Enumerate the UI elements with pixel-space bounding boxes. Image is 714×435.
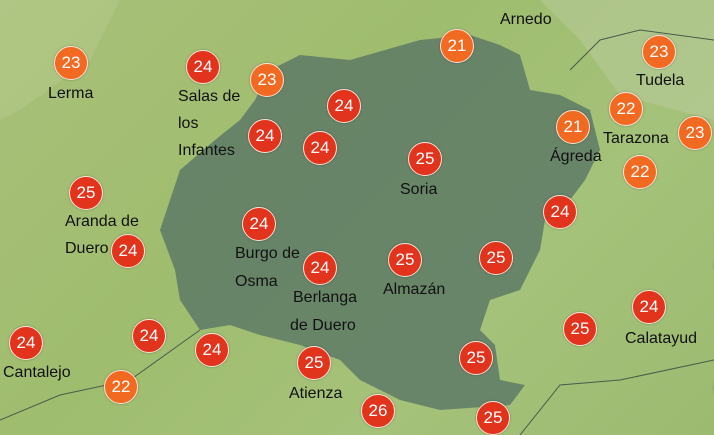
temperature-marker[interactable]: 23 — [54, 46, 88, 80]
temperature-marker[interactable]: 25 — [476, 401, 510, 435]
temperature-marker[interactable]: 25 — [297, 346, 331, 380]
temperature-marker[interactable]: 22 — [623, 155, 657, 189]
temperature-marker[interactable]: 25 — [69, 176, 103, 210]
place-label: Calatayud — [625, 330, 698, 347]
place-label: los — [178, 115, 199, 132]
temperature-marker[interactable]: 24 — [303, 131, 337, 165]
place-label: Ágreda — [550, 148, 602, 165]
temperature-marker[interactable]: 25 — [479, 241, 513, 275]
place-label: Osma — [235, 273, 278, 290]
temperature-marker[interactable]: 23 — [250, 63, 284, 97]
temperature-marker[interactable]: 24 — [132, 319, 166, 353]
place-label: Salas de — [178, 88, 241, 105]
temperature-marker[interactable]: 25 — [388, 243, 422, 277]
place-label: de Duero — [290, 317, 356, 334]
temperature-marker[interactable]: 24 — [543, 195, 577, 229]
place-label: Burgo de — [235, 245, 300, 262]
place-label: Arnedo — [500, 11, 552, 28]
temperature-marker[interactable]: 22 — [609, 92, 643, 126]
temperature-marker[interactable]: 26 — [361, 394, 395, 428]
temperature-marker[interactable]: 21 — [556, 110, 590, 144]
temperature-marker[interactable]: 21 — [440, 29, 474, 63]
temperature-marker[interactable]: 24 — [9, 326, 43, 360]
temperature-marker[interactable]: 24 — [632, 290, 666, 324]
temperature-marker[interactable]: 24 — [111, 234, 145, 268]
place-label: Tudela — [636, 72, 685, 89]
temperature-marker[interactable]: 24 — [303, 251, 337, 285]
temperature-marker[interactable]: 23 — [642, 35, 676, 69]
temperature-marker[interactable]: 24 — [186, 50, 220, 84]
place-label: Atienza — [289, 385, 343, 402]
temperature-marker[interactable]: 24 — [327, 89, 361, 123]
place-label: Cantalejo — [3, 364, 71, 381]
temperature-marker[interactable]: 25 — [408, 142, 442, 176]
place-label: Infantes — [178, 142, 235, 159]
temperature-marker[interactable]: 23 — [678, 116, 712, 150]
place-label: Almazán — [383, 281, 446, 298]
temperature-marker[interactable]: 24 — [242, 207, 276, 241]
temperature-marker[interactable]: 24 — [248, 119, 282, 153]
temperature-marker[interactable]: 25 — [459, 341, 493, 375]
place-label: Duero — [65, 240, 109, 257]
place-label: Berlanga — [293, 289, 358, 306]
place-label: Aranda de — [65, 213, 139, 230]
temperature-marker[interactable]: 25 — [563, 312, 597, 346]
temperature-marker[interactable]: 22 — [104, 370, 138, 404]
place-label: Lerma — [48, 85, 94, 102]
temperature-marker[interactable]: 24 — [195, 333, 229, 367]
place-label: Soria — [400, 181, 438, 198]
place-label: Tarazona — [603, 130, 669, 147]
